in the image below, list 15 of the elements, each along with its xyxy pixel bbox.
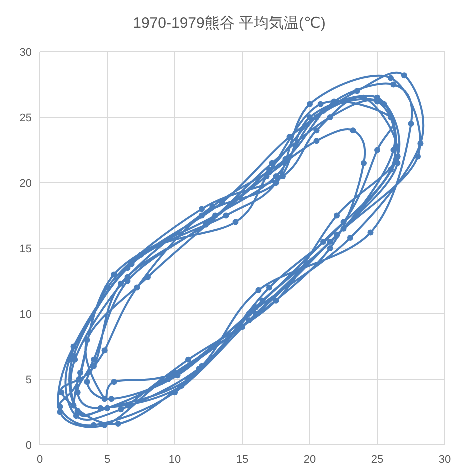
y-tick-label: 25 — [20, 112, 32, 124]
x-tick-label: 5 — [104, 454, 111, 466]
y-tick-label: 15 — [20, 244, 32, 256]
y-tick-label: 10 — [20, 309, 32, 321]
x-tick-label: 30 — [438, 454, 452, 466]
x-tick-label: 10 — [168, 454, 182, 466]
y-tick-label: 30 — [20, 47, 32, 59]
y-tick-label: 0 — [26, 440, 32, 452]
y-tick-label: 5 — [26, 374, 32, 386]
x-tick-label: 15 — [236, 454, 249, 466]
x-tick-label: 0 — [36, 454, 44, 466]
x-tick-label: 25 — [371, 454, 384, 466]
x-tick-label: 20 — [304, 454, 316, 466]
chart-title: 1970-1979熊谷 平均気温(℃) — [133, 15, 326, 32]
y-tick-label: 20 — [20, 178, 32, 190]
